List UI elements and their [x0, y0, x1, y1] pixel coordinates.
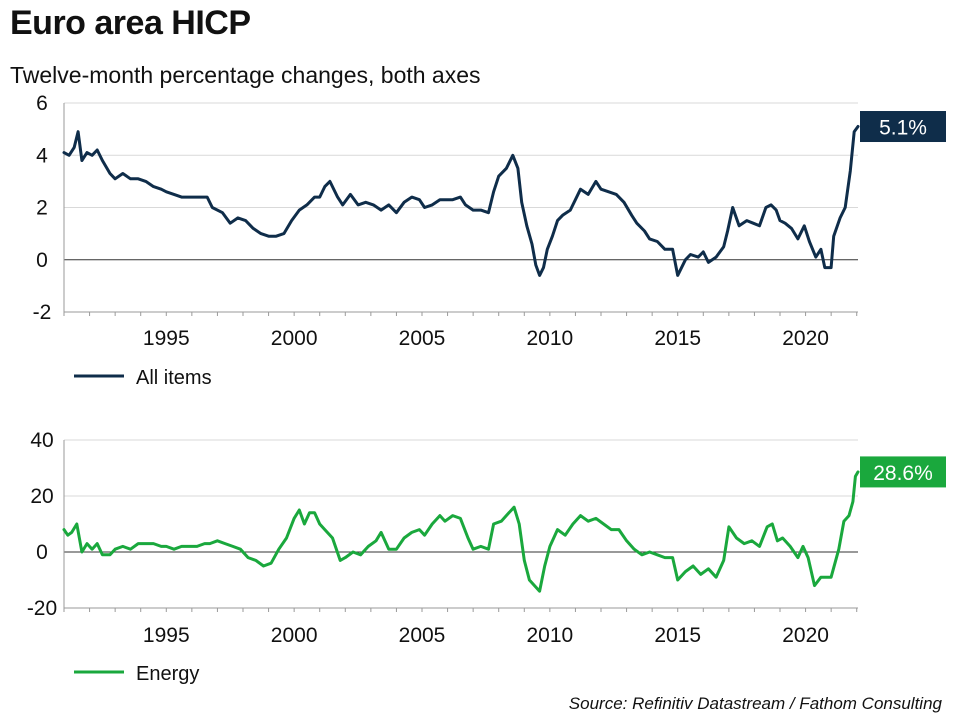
y-tick-label: 4 — [36, 144, 48, 167]
panel-energy: -20 0 20 40 1995 2000 2005 2010 2015 2020 28.6% Ene… — [27, 429, 946, 685]
end-value-label: 28.6% — [873, 462, 933, 485]
y-tick-label: 40 — [30, 429, 53, 452]
y-tick-label: 6 — [36, 92, 48, 115]
x-tick-label: 2015 — [654, 327, 701, 350]
legend-label: All items — [136, 367, 212, 389]
y-tick-label: 0 — [36, 249, 48, 272]
x-tick-label: 2005 — [399, 327, 446, 350]
x-tick-label: 2015 — [654, 624, 701, 647]
x-tick-label: 2010 — [527, 327, 574, 350]
y-tick-label: 20 — [30, 485, 53, 508]
legend-label: Energy — [136, 663, 199, 685]
y-tick-label: -2 — [33, 301, 52, 324]
end-value-label: 5.1% — [879, 117, 927, 140]
x-tick-label: 2005 — [399, 624, 446, 647]
y-tick-label: -20 — [27, 597, 57, 620]
x-tick-label: 1995 — [143, 327, 190, 350]
x-tick-label: 2000 — [271, 327, 318, 350]
x-tick-label: 2010 — [527, 624, 574, 647]
chart-title: Euro area HICP — [10, 4, 251, 42]
series-line-all-items — [62, 125, 860, 277]
source-note: Source: Refinitiv Datastream / Fathom Co… — [568, 694, 942, 713]
x-tick-label: 1995 — [143, 624, 190, 647]
x-tick-label: 2020 — [782, 624, 829, 647]
y-tick-label: 2 — [36, 197, 48, 220]
chart-subtitle: Twelve-month percentage changes, both ax… — [10, 62, 481, 88]
series-line-energy — [62, 470, 860, 593]
y-tick-label: 0 — [36, 541, 48, 564]
end-value-badge — [860, 456, 946, 488]
x-tick-label: 2000 — [271, 624, 318, 647]
end-value-badge — [860, 111, 946, 143]
panel-all-items: -2 0 2 4 6 1995 2000 2005 2010 2015 2020 5.1% All it… — [33, 92, 946, 389]
x-tick-label: 2020 — [782, 327, 829, 350]
